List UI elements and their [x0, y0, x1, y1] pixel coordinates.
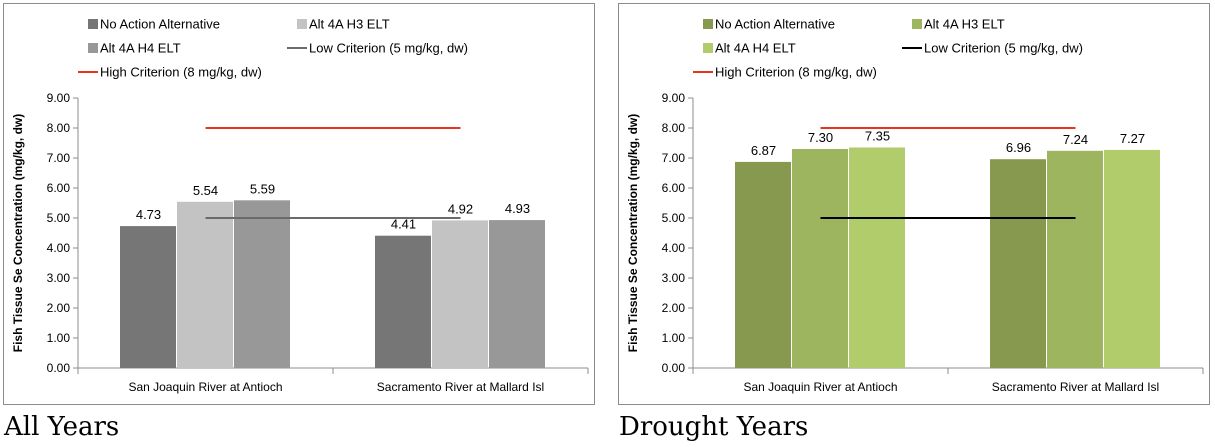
data-label: 7.35 [865, 129, 890, 144]
bar [177, 201, 233, 368]
y-tick-label: 8.00 [47, 121, 71, 135]
data-label: 5.54 [193, 183, 218, 198]
bar [489, 220, 545, 368]
y-tick-label: 7.00 [662, 151, 686, 165]
legend-swatch [703, 19, 713, 29]
bar [1047, 150, 1103, 368]
chart-border [618, 3, 1210, 405]
y-tick-label: 0.00 [47, 361, 71, 375]
y-tick-label: 6.00 [662, 181, 686, 195]
bar [735, 161, 791, 368]
x-tick-label: San Joaquin River at Antioch [128, 380, 282, 394]
y-tick-label: 3.00 [47, 271, 71, 285]
data-label: 6.87 [751, 143, 776, 158]
y-tick-label: 3.00 [662, 271, 686, 285]
bar [234, 200, 290, 368]
chart-caption: All Years [4, 412, 120, 442]
y-tick-label: 0.00 [662, 361, 686, 375]
data-label: 4.92 [448, 201, 473, 216]
legend-swatch [703, 43, 713, 53]
y-tick-label: 5.00 [662, 211, 686, 225]
chart-panel-drought-years: No Action Alternative Alt 4A H3 ELT Alt 4A… [615, 0, 1215, 447]
data-label: 4.73 [136, 207, 161, 222]
legend-entry: Alt 4A H3 ELT [924, 17, 1005, 32]
y-axis-title: Fish Tissue Se Concentration (mg/kg, dw) [11, 114, 25, 352]
data-label: 5.59 [250, 181, 275, 196]
y-axis-title: Fish Tissue Se Concentration (mg/kg, dw) [626, 114, 640, 352]
y-tick-label: 9.00 [47, 91, 71, 105]
chart-all-years: No Action Alternative Alt 4A H3 ELT Alt 4A… [3, 3, 595, 405]
bar [1104, 149, 1160, 368]
legend-entry: High Criterion (8 mg/kg, dw) [715, 65, 877, 80]
chart-panel-all-years: No Action Alternative Alt 4A H3 ELT Alt 4A… [0, 0, 600, 447]
legend-entry: No Action Alternative [715, 17, 835, 32]
legend-entry: Alt 4A H3 ELT [309, 17, 390, 32]
y-tick-label: 4.00 [662, 241, 686, 255]
bar [120, 226, 176, 368]
legend-entry: Low Criterion (5 mg/kg, dw) [924, 41, 1083, 56]
legend-swatch [88, 19, 98, 29]
y-tick-label: 9.00 [662, 91, 686, 105]
data-label: 6.96 [1006, 140, 1031, 155]
y-tick-label: 5.00 [47, 211, 71, 225]
legend-swatch [912, 19, 922, 29]
data-label: 7.27 [1120, 131, 1145, 146]
y-tick-label: 8.00 [662, 121, 686, 135]
bar [990, 159, 1046, 368]
legend-swatch [88, 43, 98, 53]
data-label: 4.41 [391, 217, 416, 232]
y-tick-label: 6.00 [47, 181, 71, 195]
chart-drought-years: No Action Alternative Alt 4A H3 ELT Alt 4A… [618, 3, 1210, 405]
bar [792, 149, 848, 368]
y-tick-label: 2.00 [662, 301, 686, 315]
bar [849, 147, 905, 368]
legend-entry: No Action Alternative [100, 17, 220, 32]
y-tick-label: 2.00 [47, 301, 71, 315]
chart-caption: Drought Years [619, 412, 809, 442]
legend-entry: Alt 4A H4 ELT [715, 41, 796, 56]
legend-entry: Low Criterion (5 mg/kg, dw) [309, 41, 468, 56]
y-tick-label: 1.00 [47, 331, 71, 345]
x-tick-label: Sacramento River at Mallard Isl [992, 380, 1159, 394]
bar [375, 235, 431, 368]
bar [432, 220, 488, 368]
data-label: 7.24 [1063, 132, 1088, 147]
x-tick-label: Sacramento River at Mallard Isl [377, 380, 544, 394]
y-tick-label: 1.00 [662, 331, 686, 345]
legend-entry: High Criterion (8 mg/kg, dw) [100, 65, 262, 80]
chart-border [3, 3, 595, 405]
data-label: 4.93 [505, 201, 530, 216]
legend-entry: Alt 4A H4 ELT [100, 41, 181, 56]
legend-swatch [297, 19, 307, 29]
y-tick-label: 7.00 [47, 151, 71, 165]
data-label: 7.30 [808, 130, 833, 145]
y-tick-label: 4.00 [47, 241, 71, 255]
x-tick-label: San Joaquin River at Antioch [743, 380, 897, 394]
